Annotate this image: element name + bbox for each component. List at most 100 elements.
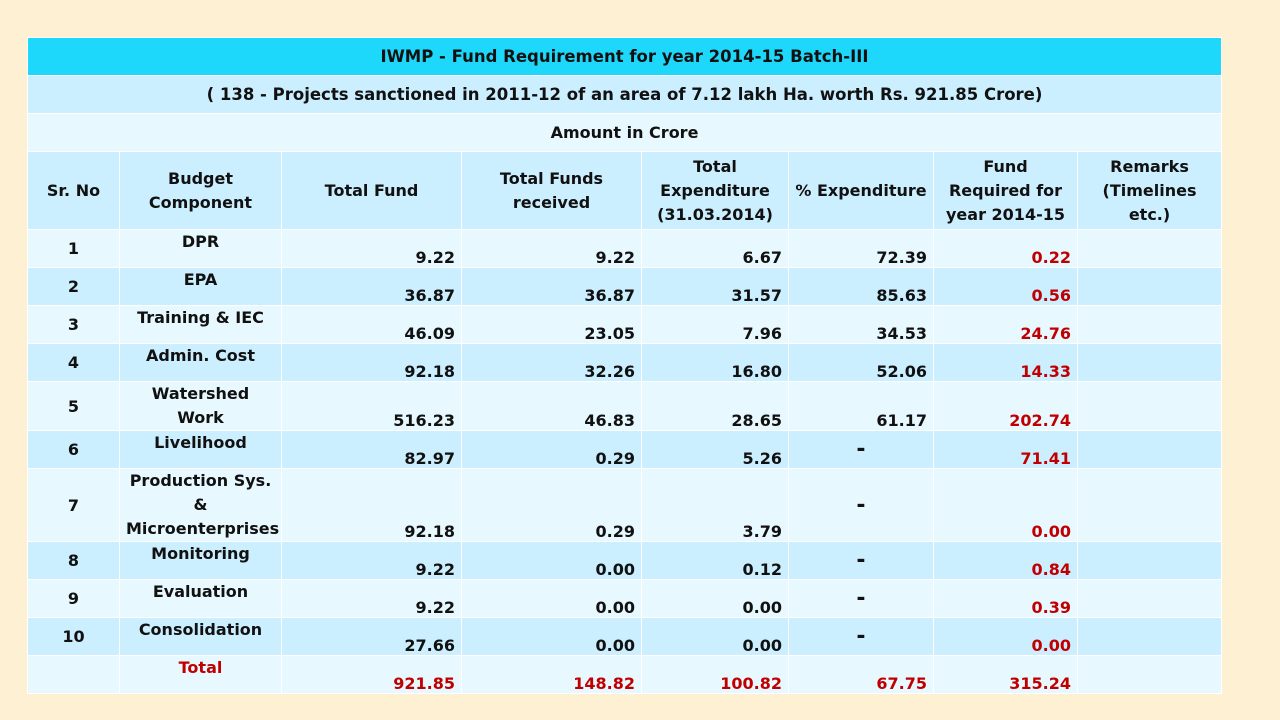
header-total-fund: Total Fund xyxy=(281,151,462,230)
fund-requirement-table: IWMP - Fund Requirement for year 2014-15… xyxy=(27,37,1222,694)
table-row: 6 Livelihood 82.97 0.29 5.26-71.41 xyxy=(27,430,1222,469)
budget-component-cell: Production Sys. & Microenterprises xyxy=(119,468,282,542)
header-budget-component: Budget Component xyxy=(119,151,282,230)
percent-expenditure-cell: - xyxy=(788,541,934,580)
header-sr-no: Sr. No xyxy=(27,151,120,230)
sr-no-cell: 2 xyxy=(27,267,120,306)
table-row: 5 Watershed Work 516.23 46.83 28.65 61.17 202.… xyxy=(27,381,1222,431)
percent-expenditure-cell: 61.17 xyxy=(788,381,934,431)
budget-component-cell: Monitoring xyxy=(119,541,282,580)
header-total-expenditure: Total Expenditure (31.03.2014) xyxy=(641,151,789,230)
total-fund-cell: 27.66 xyxy=(281,617,462,656)
header-remarks: Remarks (Timelines etc.) xyxy=(1077,151,1222,230)
remarks-cell xyxy=(1077,430,1222,469)
total-fund-sum-cell: 921.85 xyxy=(281,655,462,694)
sr-no-cell: 7 xyxy=(27,468,120,542)
budget-component-cell: Livelihood xyxy=(119,430,282,469)
total-expenditure-cell: 0.00 xyxy=(641,579,789,618)
table-subtitle: ( 138 - Projects sanctioned in 2011-12 o… xyxy=(27,75,1222,114)
funds-received-cell: 46.83 xyxy=(461,381,642,431)
sr-no-cell: 3 xyxy=(27,305,120,344)
total-row: Total 921.85 148.82 100.82 67.75 315.24 xyxy=(27,655,1222,694)
budget-component-cell: Watershed Work xyxy=(119,381,282,431)
total-expenditure-cell: 5.26 xyxy=(641,430,789,469)
remarks-cell xyxy=(1077,579,1222,618)
total-fund-cell: 9.22 xyxy=(281,579,462,618)
percent-expenditure-cell: - xyxy=(788,468,934,542)
sr-no-cell: 1 xyxy=(27,229,120,268)
total-remarks-cell xyxy=(1077,655,1222,694)
table-row: 4 Admin. Cost 92.18 32.26 16.80 52.06 14.33 xyxy=(27,343,1222,382)
fund-required-cell: 0.39 xyxy=(933,579,1078,618)
header-funds-received: Total Funds received xyxy=(461,151,642,230)
fund-required-cell: 0.56 xyxy=(933,267,1078,306)
total-label-cell: Total xyxy=(119,655,282,694)
table-row: 2 EPA 36.87 36.87 31.57 85.63 0.56 xyxy=(27,267,1222,306)
total-fund-cell: 46.09 xyxy=(281,305,462,344)
total-expenditure-cell: 16.80 xyxy=(641,343,789,382)
percent-expenditure-cell: 85.63 xyxy=(788,267,934,306)
funds-received-cell: 23.05 xyxy=(461,305,642,344)
fund-required-cell: 0.00 xyxy=(933,468,1078,542)
remarks-cell xyxy=(1077,305,1222,344)
total-required-sum-cell: 315.24 xyxy=(933,655,1078,694)
funds-received-cell: 0.29 xyxy=(461,468,642,542)
sr-no-cell: 4 xyxy=(27,343,120,382)
unit-note: Amount in Crore xyxy=(27,113,1222,152)
funds-received-cell: 9.22 xyxy=(461,229,642,268)
total-fund-cell: 9.22 xyxy=(281,229,462,268)
total-expenditure-cell: 0.12 xyxy=(641,541,789,580)
sr-no-cell: 9 xyxy=(27,579,120,618)
fund-required-cell: 0.00 xyxy=(933,617,1078,656)
total-fund-cell: 516.23 xyxy=(281,381,462,431)
total-sr-cell xyxy=(27,655,120,694)
remarks-cell xyxy=(1077,468,1222,542)
remarks-cell xyxy=(1077,381,1222,431)
funds-received-cell: 36.87 xyxy=(461,267,642,306)
fund-required-cell: 0.22 xyxy=(933,229,1078,268)
funds-received-cell: 0.00 xyxy=(461,579,642,618)
funds-received-cell: 0.00 xyxy=(461,617,642,656)
fund-required-cell: 24.76 xyxy=(933,305,1078,344)
sr-no-cell: 6 xyxy=(27,430,120,469)
total-expenditure-cell: 0.00 xyxy=(641,617,789,656)
sr-no-cell: 8 xyxy=(27,541,120,580)
fund-required-cell: 202.74 xyxy=(933,381,1078,431)
total-expenditure-cell: 28.65 xyxy=(641,381,789,431)
budget-component-cell: Training & IEC xyxy=(119,305,282,344)
fund-required-cell: 71.41 xyxy=(933,430,1078,469)
total-expenditure-cell: 31.57 xyxy=(641,267,789,306)
percent-expenditure-cell: - xyxy=(788,430,934,469)
budget-component-cell: EPA xyxy=(119,267,282,306)
percent-expenditure-cell: - xyxy=(788,617,934,656)
table-title: IWMP - Fund Requirement for year 2014-15… xyxy=(27,37,1222,76)
funds-received-cell: 0.00 xyxy=(461,541,642,580)
fund-required-cell: 0.84 xyxy=(933,541,1078,580)
total-fund-cell: 92.18 xyxy=(281,343,462,382)
header-fund-required: Fund Required for year 2014-15 xyxy=(933,151,1078,230)
percent-expenditure-cell: 34.53 xyxy=(788,305,934,344)
percent-expenditure-cell: 72.39 xyxy=(788,229,934,268)
remarks-cell xyxy=(1077,617,1222,656)
remarks-cell xyxy=(1077,541,1222,580)
budget-component-cell: DPR xyxy=(119,229,282,268)
total-fund-cell: 92.18 xyxy=(281,468,462,542)
total-expenditure-cell: 7.96 xyxy=(641,305,789,344)
total-fund-cell: 82.97 xyxy=(281,430,462,469)
budget-component-cell: Evaluation xyxy=(119,579,282,618)
table-row: 3 Training & IEC 46.09 23.05 7.96 34.53 24.76 xyxy=(27,305,1222,344)
remarks-cell xyxy=(1077,267,1222,306)
total-expenditure-sum-cell: 100.82 xyxy=(641,655,789,694)
table-row: 9 Evaluation 9.22 0.00 0.00-0.39 xyxy=(27,579,1222,618)
fund-required-cell: 14.33 xyxy=(933,343,1078,382)
sr-no-cell: 10 xyxy=(27,617,120,656)
table-row: 8 Monitoring 9.22 0.00 0.12-0.84 xyxy=(27,541,1222,580)
table-row: 1 DPR 9.22 9.22 6.67 72.39 0.22 xyxy=(27,229,1222,268)
table-row: 10 Consolidation 27.66 0.00 0.00-0.00 xyxy=(27,617,1222,656)
total-received-sum-cell: 148.82 xyxy=(461,655,642,694)
total-expenditure-cell: 3.79 xyxy=(641,468,789,542)
budget-component-cell: Admin. Cost xyxy=(119,343,282,382)
total-expenditure-cell: 6.67 xyxy=(641,229,789,268)
budget-component-cell: Consolidation xyxy=(119,617,282,656)
percent-expenditure-cell: 52.06 xyxy=(788,343,934,382)
